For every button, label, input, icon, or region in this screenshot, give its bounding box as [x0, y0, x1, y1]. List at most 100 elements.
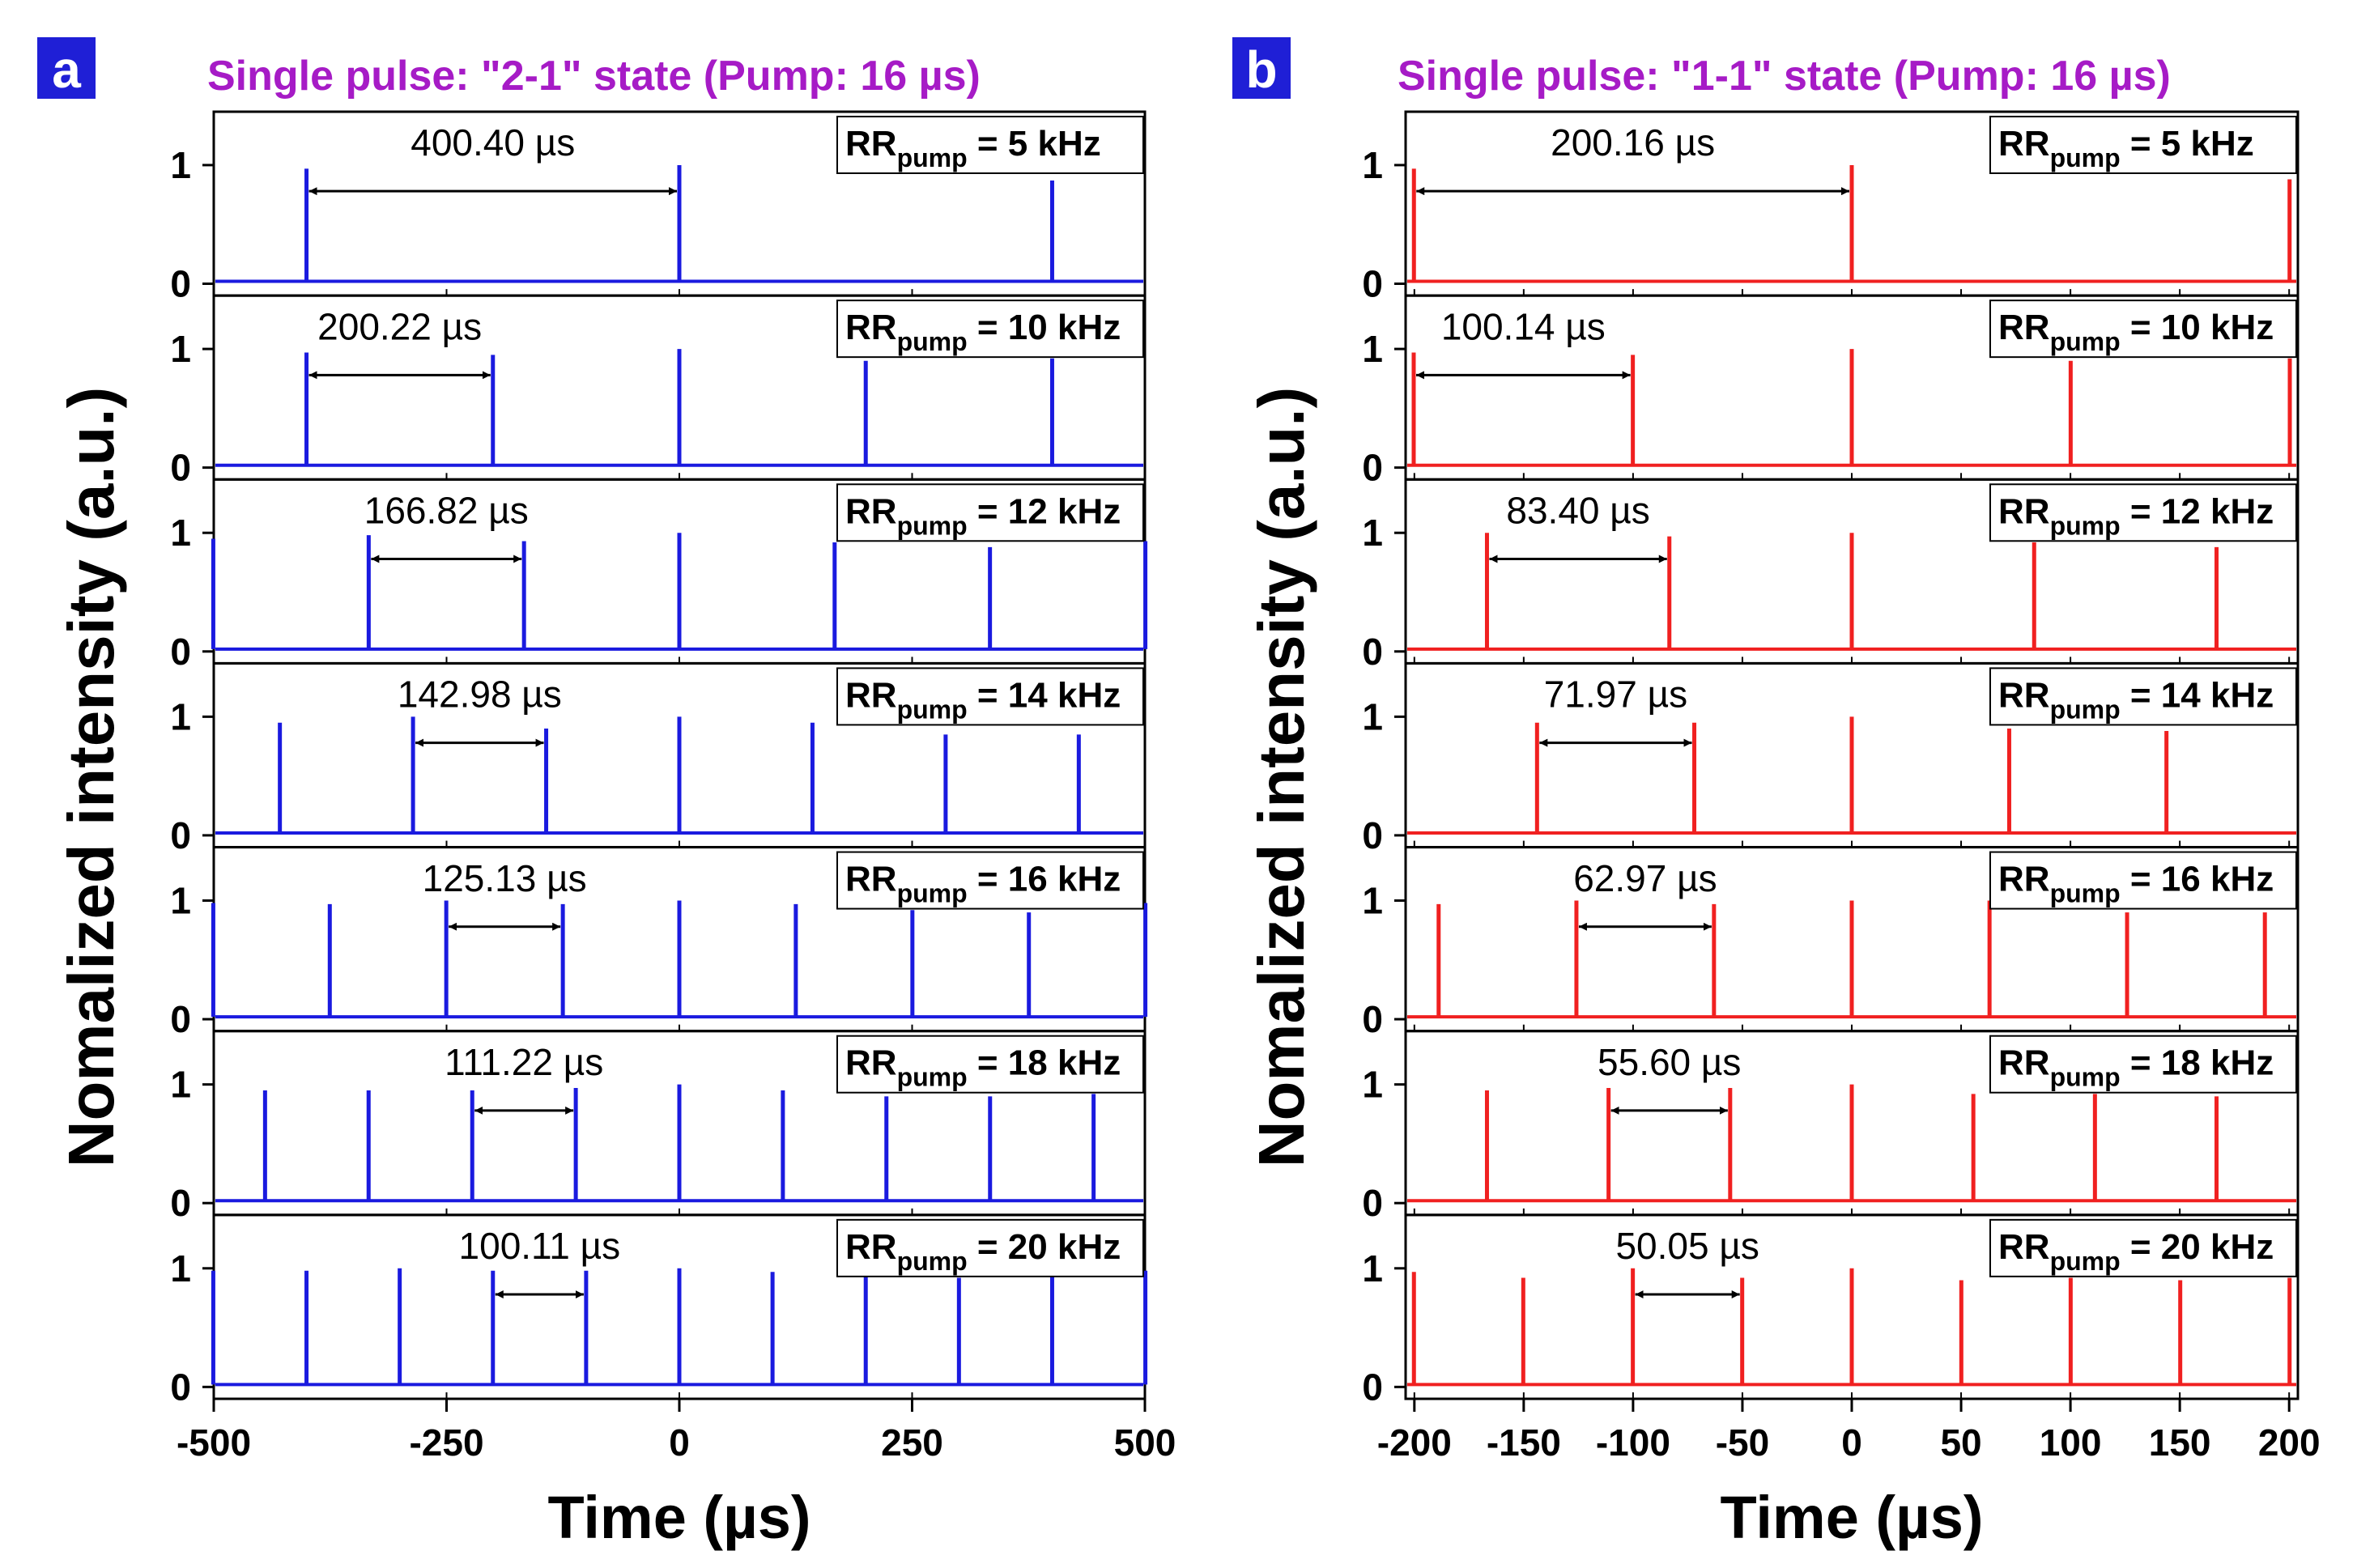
- period-label: 71.97 µs: [1544, 674, 1687, 716]
- x-tick-label: -50: [1716, 1421, 1769, 1464]
- rr-pump-legend: RRpump = 14 kHz: [836, 667, 1144, 726]
- rr-legend-box: [1989, 300, 2297, 359]
- x-tick-label: 500: [1114, 1421, 1176, 1464]
- rr-pump-legend: RRpump = 20 kHz: [836, 1218, 1144, 1277]
- rr-legend-text: RRpump = 12 kHz: [1998, 491, 2274, 540]
- y-tick-label: 0: [170, 1366, 191, 1408]
- panel-a-ylabel: Nomalized intensity (a.u.): [55, 387, 127, 1168]
- y-tick-label: 0: [170, 447, 191, 489]
- x-tick-label: -200: [1377, 1421, 1452, 1464]
- period-label: 125.13 µs: [423, 857, 587, 899]
- x-tick-label: 0: [669, 1421, 690, 1464]
- rr-legend-text: RRpump = 5 kHz: [1998, 124, 2254, 172]
- period-label: 166.82 µs: [364, 490, 529, 532]
- subplot-b-5: 0 1 62.97 µs RRpump = 16 kHz: [1362, 846, 2300, 1040]
- panel-a-letter: a: [52, 40, 81, 99]
- rr-legend-box: [1989, 1218, 2297, 1277]
- x-tick-label: 150: [2149, 1421, 2211, 1464]
- y-tick-label: 0: [1362, 998, 1383, 1040]
- y-tick-label: 1: [1362, 1247, 1383, 1290]
- rr-legend-text: RRpump = 12 kHz: [845, 491, 1121, 540]
- rr-pump-legend: RRpump = 5 kHz: [836, 116, 1144, 174]
- panel-b-letter: b: [1245, 40, 1277, 99]
- subplot-a-3: 0 1 166.82 µs RRpump = 12 kHz: [170, 478, 1148, 673]
- rr-pump-legend: RRpump = 18 kHz: [836, 1035, 1144, 1094]
- y-tick-label: 0: [1362, 447, 1383, 489]
- y-tick-label: 1: [170, 695, 191, 737]
- rr-legend-text: RRpump = 5 kHz: [845, 124, 1101, 172]
- period-label: 400.40 µs: [411, 121, 575, 164]
- rr-legend-text: RRpump = 14 kHz: [845, 675, 1121, 724]
- y-tick-label: 1: [1362, 1064, 1383, 1106]
- subplot-a-2: 0 1 200.22 µs RRpump = 10 kHz: [170, 294, 1147, 489]
- rr-legend-text: RRpump = 14 kHz: [1998, 675, 2274, 724]
- y-tick-label: 0: [1362, 1366, 1383, 1408]
- period-label: 50.05 µs: [1615, 1225, 1759, 1267]
- period-label: 55.60 µs: [1598, 1041, 1741, 1083]
- subplot-a-6: 0 1 111.22 µs RRpump = 18 kHz: [170, 1030, 1147, 1224]
- subplot-b-3: 0 1 83.40 µs RRpump = 12 kHz: [1362, 478, 2300, 673]
- y-tick-label: 1: [170, 144, 191, 186]
- panel-b-header: b Single pulse: "1-1" state (Pump: 16 µs…: [1232, 37, 2171, 100]
- x-tick-label: -500: [177, 1421, 251, 1464]
- rr-legend-text: RRpump = 16 kHz: [1998, 860, 2274, 908]
- y-tick-label: 1: [1362, 880, 1383, 922]
- subplot-b-6: 0 1 55.60 µs RRpump = 18 kHz: [1362, 1030, 2300, 1224]
- y-tick-label: 0: [170, 998, 191, 1040]
- rr-pump-legend: RRpump = 10 kHz: [1989, 300, 2297, 359]
- y-tick-label: 1: [170, 512, 191, 554]
- panel-a-letter-box: [37, 37, 96, 99]
- rr-legend-box: [836, 483, 1144, 542]
- y-tick-label: 1: [1362, 512, 1383, 554]
- subplot-a-1: 0 1 400.40 µs RRpump = 5 kHz: [170, 110, 1147, 304]
- y-tick-label: 0: [170, 631, 191, 673]
- rr-legend-box: [1989, 1035, 2297, 1094]
- x-tick-label: 100: [2040, 1421, 2102, 1464]
- rr-pump-legend: RRpump = 5 kHz: [1989, 116, 2297, 174]
- period-label: 100.11 µs: [459, 1225, 621, 1267]
- y-tick-label: 1: [1362, 695, 1383, 737]
- panel-a-xlabel: Time (µs): [547, 1484, 810, 1551]
- y-tick-label: 1: [170, 328, 191, 370]
- y-tick-label: 0: [1362, 814, 1383, 856]
- rr-legend-box: [836, 851, 1144, 910]
- rr-legend-text: RRpump = 20 kHz: [845, 1227, 1121, 1276]
- y-tick-label: 0: [1362, 1182, 1383, 1224]
- x-tick-label: 200: [2258, 1421, 2321, 1464]
- rr-pump-legend: RRpump = 18 kHz: [1989, 1035, 2297, 1094]
- panel-b-letter-box: [1232, 37, 1291, 99]
- subplot-b-2: 0 1 100.14 µs RRpump = 10 kHz: [1362, 294, 2300, 489]
- rr-legend-text: RRpump = 10 kHz: [1998, 308, 2274, 356]
- panel-a-plots: 0 1 400.40 µs RRpump = 5 kHz 0 1 200.22 µs RRpu…: [170, 110, 1176, 1464]
- x-tick-label: -100: [1596, 1421, 1670, 1464]
- period-label: 83.40 µs: [1506, 490, 1649, 532]
- subplot-b-7: 0 1 50.05 µs RRpump = 20 kHz -200 -150 -100 -50…: [1362, 1213, 2321, 1464]
- subplot-a-4: 0 1 142.98 µs RRpump = 14 kHz: [170, 661, 1147, 856]
- rr-pump-legend: RRpump = 16 kHz: [836, 851, 1144, 910]
- panel-b-ylabel: Nomalized intensity (a.u.): [1245, 387, 1317, 1168]
- x-tick-label: 0: [1841, 1421, 1862, 1464]
- panel-b-xlabel: Time (µs): [1720, 1484, 1983, 1551]
- rr-pump-legend: RRpump = 12 kHz: [836, 483, 1144, 542]
- period-label: 62.97 µs: [1573, 857, 1717, 899]
- y-tick-label: 1: [1362, 328, 1383, 370]
- rr-legend-box: [836, 1218, 1144, 1277]
- period-label: 200.16 µs: [1551, 121, 1715, 164]
- panel-a-header: a Single pulse: "2-1" state (Pump: 16 µs…: [37, 37, 981, 100]
- y-tick-label: 0: [1362, 631, 1383, 673]
- x-tick-label: -150: [1487, 1421, 1561, 1464]
- panel-b-plots: 0 1 200.16 µs RRpump = 5 kHz 0 1 100.14 µs RRpu…: [1362, 110, 2321, 1464]
- x-tick-label: 50: [1940, 1421, 1981, 1464]
- rr-pump-legend: RRpump = 16 kHz: [1989, 851, 2297, 910]
- rr-pump-legend: RRpump = 14 kHz: [1989, 667, 2297, 726]
- rr-pump-legend: RRpump = 12 kHz: [1989, 483, 2297, 542]
- y-tick-label: 0: [1362, 262, 1383, 304]
- y-tick-label: 1: [1362, 144, 1383, 186]
- period-label: 100.14 µs: [1441, 305, 1606, 347]
- rr-legend-text: RRpump = 20 kHz: [1998, 1227, 2274, 1276]
- y-tick-label: 1: [170, 1247, 191, 1290]
- period-label: 111.22 µs: [445, 1041, 603, 1083]
- rr-legend-box: [1989, 483, 2297, 542]
- panel-b-title: Single pulse: "1-1" state (Pump: 16 µs): [1398, 53, 2171, 100]
